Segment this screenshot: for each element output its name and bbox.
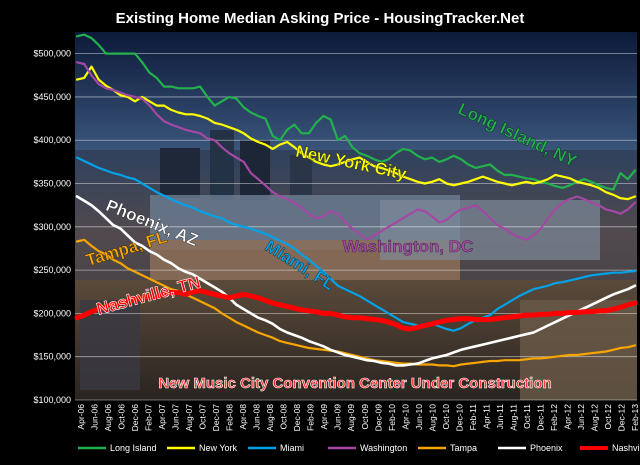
x-tick-label: Aug-11 — [508, 404, 518, 431]
x-tick-label: Dec-07 — [211, 404, 221, 432]
x-tick-label: Feb-08 — [225, 404, 235, 431]
series-line-phoenix — [75, 195, 637, 367]
legend-label: New York — [199, 443, 238, 453]
x-tick-label: Jun-07 — [171, 404, 181, 430]
y-tick-label: $100,000 — [33, 395, 71, 405]
x-tick-label: Apr-11 — [481, 404, 491, 429]
x-tick-label: Dec-09 — [373, 404, 383, 432]
x-tick-label: Oct-11 — [522, 404, 532, 429]
x-tick-label: Aug-09 — [346, 404, 356, 432]
series-line-washington — [75, 61, 637, 241]
x-tick-label: Apr-08 — [238, 404, 248, 430]
x-tick-label: Aug-10 — [427, 404, 437, 432]
series-lines — [74, 33, 638, 368]
x-tick-label: Jun-08 — [252, 404, 262, 430]
x-tick-label: Oct-09 — [360, 404, 370, 430]
x-tick-label: Dec-12 — [616, 404, 626, 432]
series-line-nashville — [74, 288, 638, 332]
y-tick-label: $450,000 — [33, 92, 71, 102]
inline-label-washington: Washington, DC — [343, 237, 474, 256]
series-line-tampa — [75, 238, 637, 368]
x-tick-label: Dec-11 — [535, 404, 545, 431]
x-tick-label: Aug-06 — [103, 404, 113, 432]
x-tick-label: Apr-06 — [76, 404, 86, 430]
y-tick-label: $200,000 — [33, 308, 71, 318]
x-tick-label: Feb-10 — [387, 404, 397, 431]
x-tick-label: Jun-11 — [495, 404, 505, 430]
annotation-label: New Music City Convention Center Under C… — [158, 375, 551, 392]
legend-label: Tampa — [450, 443, 477, 453]
legend-label: Phoenix — [530, 443, 563, 453]
x-tick-label: Jun-12 — [576, 404, 586, 430]
x-tick-label: Oct-07 — [198, 404, 208, 430]
x-tick-label: Feb-12 — [549, 404, 559, 431]
x-tick-label: Feb-13 — [630, 404, 640, 431]
legend-label: Washington — [360, 443, 407, 453]
x-tick-label: Oct-10 — [441, 404, 451, 430]
x-tick-label: Apr-09 — [319, 404, 329, 430]
x-tick-label: Apr-12 — [562, 404, 572, 430]
x-tick-label: Dec-08 — [292, 404, 302, 432]
x-tick-label: Oct-06 — [117, 404, 127, 430]
x-tick-label: Oct-08 — [279, 404, 289, 430]
y-tick-label: $500,000 — [33, 49, 71, 59]
y-tick-label: $150,000 — [33, 352, 71, 362]
x-tick-label: Jun-10 — [414, 404, 424, 430]
legend-label: Nashville — [612, 443, 640, 453]
series-line-miami — [75, 156, 637, 332]
x-tick-label: Aug-08 — [265, 404, 275, 432]
x-tick-label: Apr-10 — [400, 404, 410, 430]
y-tick-label: $300,000 — [33, 222, 71, 232]
y-axis: $100,000 $150,000 $200,000 $250,000 $300,000… — [33, 49, 71, 405]
y-tick-label: $400,000 — [33, 135, 71, 145]
x-tick-label: Feb-11 — [468, 404, 478, 431]
legend-label: Miami — [280, 443, 304, 453]
series-line-new-york — [75, 65, 637, 201]
x-tick-label: Aug-07 — [184, 404, 194, 432]
x-tick-label: Aug-12 — [589, 404, 599, 432]
y-tick-label: $350,000 — [33, 179, 71, 189]
x-tick-label: Oct-12 — [603, 404, 613, 430]
x-tick-label: Dec-10 — [454, 404, 464, 432]
y-tick-label: $250,000 — [33, 265, 71, 275]
x-tick-label: Feb-09 — [306, 404, 316, 431]
x-tick-label: Jun-09 — [333, 404, 343, 430]
legend: Long Island New York Miami Washington Tampa P… — [78, 443, 640, 453]
x-tick-label: Dec-06 — [130, 404, 140, 432]
x-tick-label: Jun-06 — [90, 404, 100, 430]
chart-title: Existing Home Median Asking Price - Hous… — [116, 10, 525, 27]
x-tick-label: Feb-07 — [144, 404, 154, 431]
x-axis: Apr-06 Jun-06 Aug-06 Oct-06 Dec-06 Feb-07 Apr-… — [76, 404, 640, 432]
x-tick-label: Apr-07 — [157, 404, 167, 430]
legend-label: Long Island — [110, 443, 157, 453]
